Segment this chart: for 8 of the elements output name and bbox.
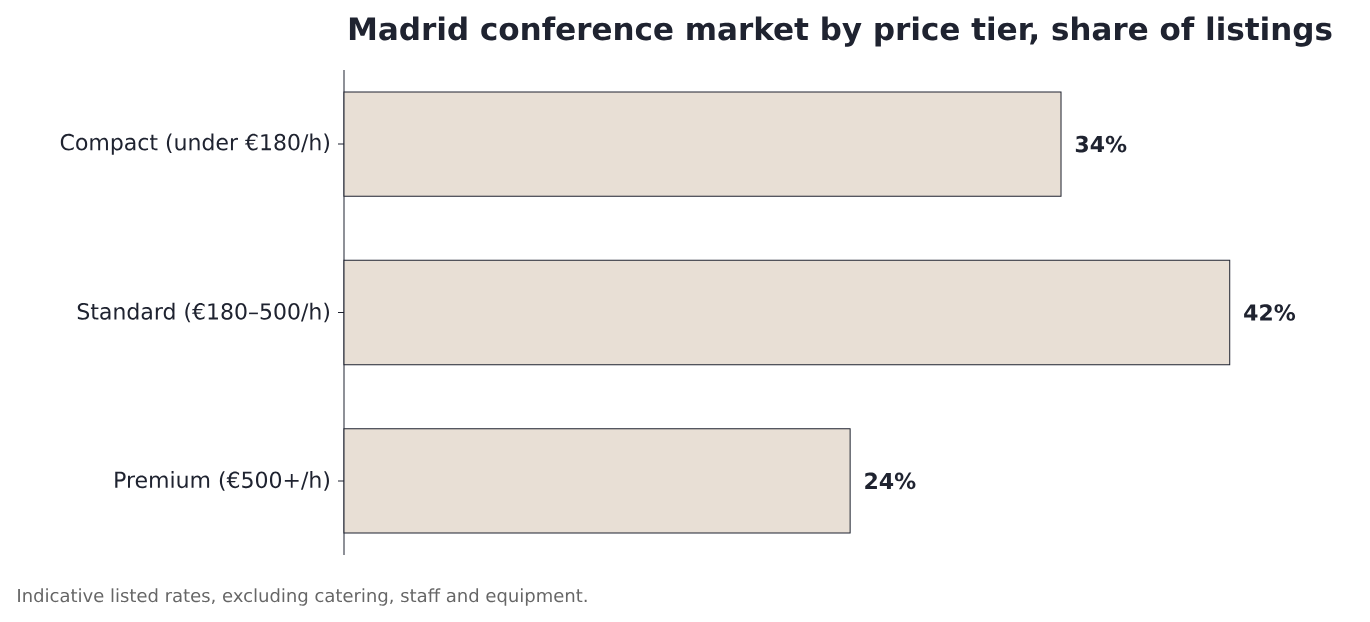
chart-title: Madrid conference market by price tier, share of listings [349, 16, 1332, 47]
data-label: 42% [1244, 304, 1296, 321]
y-tick-label: Compact (under €180/h) [60, 133, 330, 155]
text: Indicative listed rates, excluding catering, staff and equipment. [18, 588, 587, 606]
y-tick-label: Premium (€500+/h) [115, 471, 329, 491]
data-label: 24% [865, 472, 916, 490]
data-label: 34% [1075, 135, 1127, 153]
y-tick-label: Standard (€180–500/h) [77, 302, 330, 323]
